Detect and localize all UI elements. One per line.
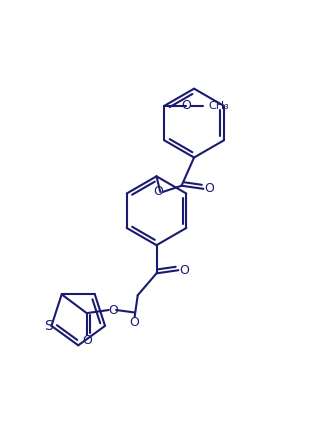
Text: O: O: [179, 264, 189, 277]
Text: O: O: [109, 303, 119, 316]
Text: CH₃: CH₃: [208, 101, 229, 111]
Text: O: O: [181, 99, 191, 112]
Text: O: O: [153, 185, 163, 198]
Text: S: S: [44, 319, 53, 333]
Text: O: O: [130, 316, 140, 329]
Text: O: O: [82, 334, 92, 347]
Text: O: O: [204, 182, 214, 195]
